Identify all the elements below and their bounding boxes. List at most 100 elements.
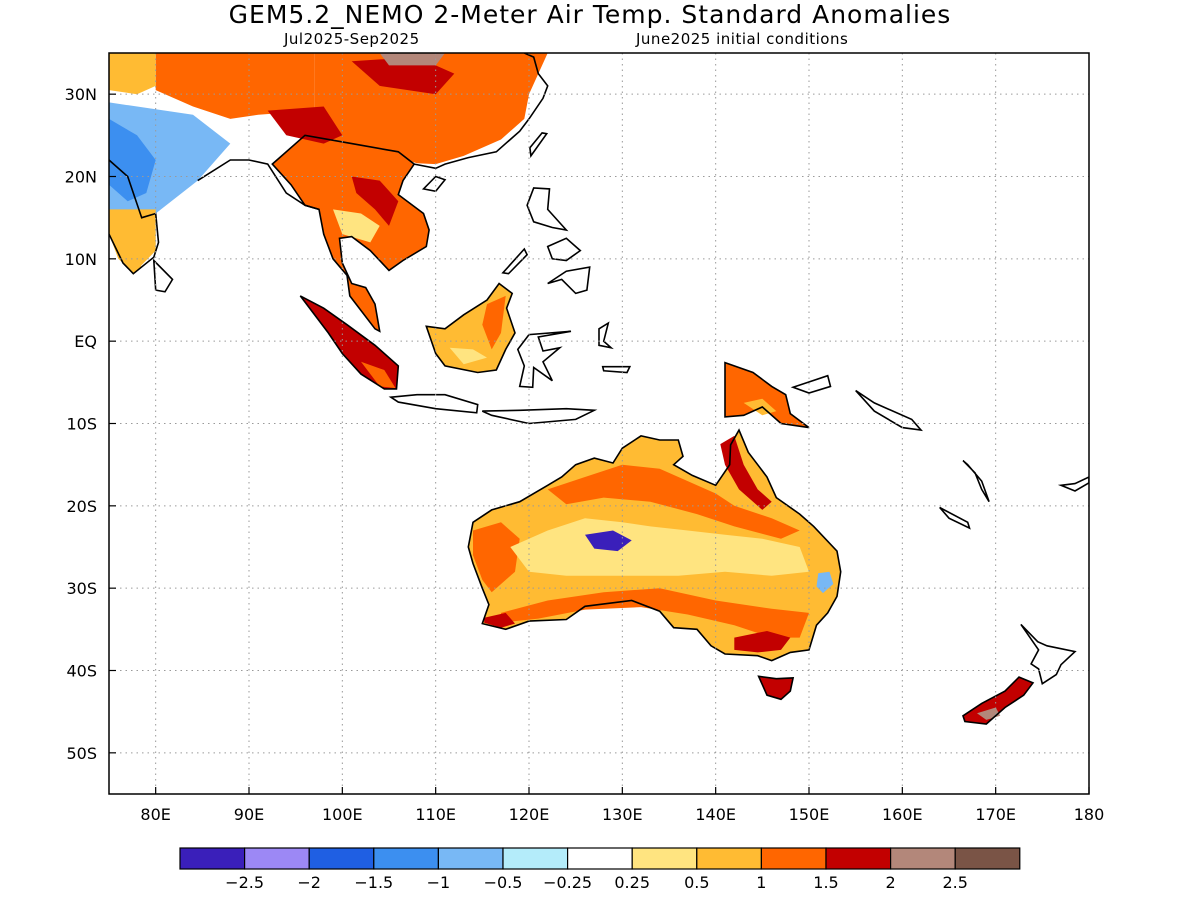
lon-label: 110E bbox=[415, 805, 456, 824]
anomaly-region-himalaya bbox=[155, 53, 315, 119]
coastline-mindanao bbox=[547, 266, 591, 295]
colorbar-label: 2.5 bbox=[942, 873, 967, 892]
coastline-hainan bbox=[421, 175, 447, 193]
lon-label: 90E bbox=[234, 805, 264, 824]
anomaly-patch-china-hot bbox=[351, 57, 455, 95]
anomaly-patch-india-south-hot bbox=[109, 234, 142, 273]
coastline-new-britain bbox=[790, 374, 832, 394]
lat-label: 30N bbox=[65, 85, 97, 104]
lat-label: 20N bbox=[65, 168, 97, 187]
colorbar-swatch bbox=[244, 847, 310, 870]
coastline-taiwan bbox=[529, 132, 549, 159]
coastline-sri-lanka bbox=[152, 258, 174, 293]
anomaly-patch-australia-sw bbox=[484, 612, 515, 628]
coastline-asia-0 bbox=[109, 159, 160, 275]
graticule bbox=[109, 53, 1090, 794]
colorbar-swatch bbox=[696, 847, 762, 870]
anomaly-patch-sumatra-south bbox=[361, 361, 396, 389]
coastline-australia bbox=[467, 428, 842, 662]
coastline-asia-1 bbox=[197, 159, 320, 211]
colorbar-label: −1.5 bbox=[354, 873, 393, 892]
anomaly-patch-australia-east-cool bbox=[816, 571, 834, 594]
anomaly-patch-india-core bbox=[109, 118, 156, 202]
colorbar-label: 0.25 bbox=[614, 873, 650, 892]
latitude-labels: 30N 20N 10N EQ 10S 20S 30S 40S 50S bbox=[65, 85, 97, 763]
anomaly-region-sumatra bbox=[300, 295, 399, 389]
lat-label: 20S bbox=[66, 497, 97, 516]
longitude-labels: 80E 90E 100E 110E 120E 130E 140E 150E 160E 170E 18… bbox=[140, 805, 1104, 824]
coastline-lesser-sunda bbox=[481, 407, 598, 425]
anomaly-patch-australia-core bbox=[585, 530, 632, 552]
coastline-borneo bbox=[425, 282, 516, 374]
coastline-palawan bbox=[501, 247, 529, 275]
colorbar-swatch bbox=[954, 847, 1021, 870]
colorbar-swatch bbox=[373, 847, 439, 870]
anomaly-patch-australia-south bbox=[501, 588, 809, 638]
colorbar-label: −2 bbox=[297, 873, 321, 892]
colorbar-swatch bbox=[308, 847, 375, 870]
coastline-java bbox=[388, 393, 479, 414]
coastline-fiji bbox=[1057, 476, 1089, 492]
forecast-period: Jul2025-Sep2025 bbox=[284, 30, 420, 48]
coastline-visayas bbox=[546, 237, 582, 262]
colorbar-swatch bbox=[631, 847, 698, 870]
anomaly-region-india-nw bbox=[109, 53, 156, 95]
lon-label: 130E bbox=[602, 805, 643, 824]
coastlines bbox=[109, 53, 1089, 725]
coastline-halmahera bbox=[598, 321, 614, 350]
colorbar-label: −0.25 bbox=[543, 873, 592, 892]
lon-label: 80E bbox=[140, 805, 170, 824]
coastline-sumatra bbox=[299, 295, 400, 390]
coastline-new-caledonia bbox=[939, 506, 971, 530]
lon-label: 150E bbox=[789, 805, 830, 824]
lat-label: 10N bbox=[65, 250, 97, 269]
anomaly-region-tas bbox=[758, 676, 794, 700]
anomaly-patch-china-north bbox=[379, 53, 445, 66]
colorbar-label: 0.5 bbox=[684, 873, 709, 892]
coastline-seram bbox=[601, 365, 632, 374]
colorbar-swatch bbox=[760, 847, 827, 870]
lat-label: 30S bbox=[66, 579, 97, 598]
colorbar-swatch bbox=[179, 847, 246, 870]
colorbar-swatch bbox=[437, 847, 504, 870]
anomaly-patch-seasia-lao bbox=[351, 176, 399, 226]
lon-label: 170E bbox=[975, 805, 1016, 824]
colorbar-label: 1 bbox=[756, 873, 766, 892]
coastline-vanuatu bbox=[962, 459, 990, 503]
anomaly-patch-seasia-core bbox=[333, 209, 380, 243]
anomaly-region-png bbox=[725, 362, 809, 428]
coastline-seasia bbox=[271, 134, 430, 333]
lon-label: 180 bbox=[1074, 805, 1105, 824]
colorbar-label: 1.5 bbox=[813, 873, 838, 892]
anomaly-region-india-s bbox=[109, 209, 156, 274]
colorbar-swatch bbox=[889, 847, 956, 870]
anomaly-patch-australia-se bbox=[734, 631, 791, 653]
colorbar-label: −1 bbox=[427, 873, 451, 892]
colorbar-swatch bbox=[825, 847, 892, 870]
map-title: GEM5.2_NEMO 2-Meter Air Temp. Standard A… bbox=[228, 0, 952, 29]
lat-label: EQ bbox=[74, 332, 97, 351]
map-frame bbox=[108, 52, 1090, 795]
coastline-nz-north bbox=[1020, 623, 1077, 685]
coastline-luzon bbox=[526, 187, 569, 232]
colorbar-label: −2.5 bbox=[225, 873, 264, 892]
anomaly-patch-australia-cape bbox=[720, 435, 772, 510]
anomaly-patch-australia-centre bbox=[510, 518, 809, 576]
lon-label: 120E bbox=[509, 805, 550, 824]
colorbar: −2.5 −2 −1.5 −1 −0.5 −0.25 0.25 0.5 1 1.5 2 2.5 bbox=[179, 847, 1021, 892]
lon-label: 100E bbox=[322, 805, 363, 824]
colorbar-label: −0.5 bbox=[484, 873, 523, 892]
coastline-solomons bbox=[855, 389, 923, 432]
anomaly-fills bbox=[109, 53, 1033, 724]
lon-label: 140E bbox=[695, 805, 736, 824]
colorbar-label: 2 bbox=[886, 873, 896, 892]
colorbar-swatch bbox=[566, 847, 633, 870]
lat-label: 10S bbox=[66, 415, 97, 434]
coastline-tas bbox=[757, 675, 795, 701]
colorbar-swatch bbox=[502, 847, 569, 870]
anomaly-patch-australia-north bbox=[547, 464, 800, 539]
lat-label: 50S bbox=[66, 744, 97, 763]
anomaly-patch-borneo-south bbox=[449, 347, 487, 365]
anomaly-region-china bbox=[314, 53, 548, 165]
